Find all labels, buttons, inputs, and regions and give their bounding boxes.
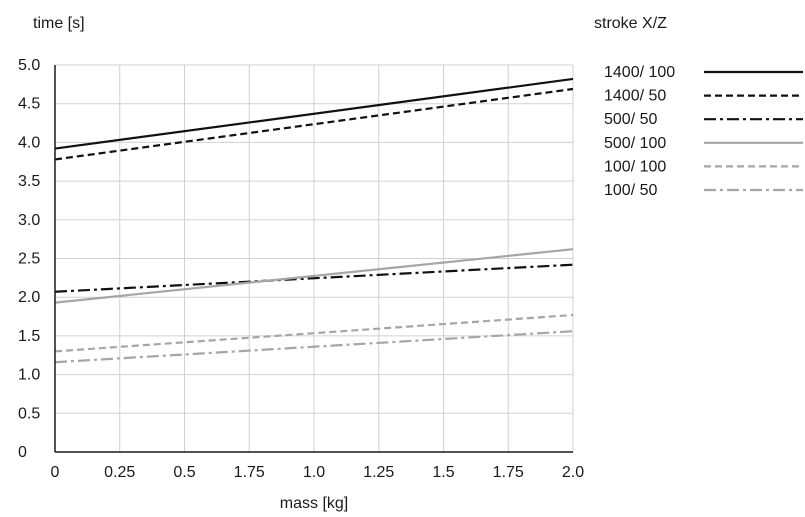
y-tick-label: 1.5: [18, 328, 40, 345]
legend-label: 100/ 50: [604, 182, 657, 199]
x-tick-label: 1.75: [493, 464, 524, 481]
legend-label: 500/ 100: [604, 135, 666, 152]
y-tick-label: 2.5: [18, 251, 40, 268]
legend: stroke X/Z 1400/ 100 1400/ 50 500/ 50 500/ 1…: [594, 15, 803, 199]
series-line-500-100: [54, 248, 574, 304]
y-tick-label: 2.0: [18, 289, 40, 306]
y-tick-label: 3.5: [18, 173, 40, 190]
x-tick-label: 0.25: [104, 464, 135, 481]
axes: 0 0.5 1.0 1.5 2.0 2.5 3.0 3.5 4.0 4.5 5.0 0 0.25 0.5 1…: [18, 15, 584, 512]
series-line-100-100: [54, 313, 574, 353]
series-line-1400-50: [54, 87, 574, 161]
x-tick-label: 0.5: [173, 464, 195, 481]
grid: [55, 64, 574, 452]
x-tick-label: 1.75: [234, 464, 265, 481]
y-axis-label: time [s]: [33, 15, 85, 32]
legend-label: 1400/ 100: [604, 64, 675, 81]
y-tick-label: 1.0: [18, 367, 40, 384]
y-tick-label: 5.0: [18, 57, 40, 74]
legend-label: 100/ 100: [604, 158, 666, 175]
series-line-1400-100: [54, 77, 574, 150]
x-axis-label: mass [kg]: [280, 495, 348, 512]
legend-label: 1400/ 50: [604, 88, 666, 105]
series-lines: [54, 77, 574, 364]
legend-label: 500/ 50: [604, 111, 657, 128]
y-tick-label: 0: [18, 444, 27, 461]
y-tick-label: 3.0: [18, 212, 40, 229]
series-line-500-50: [54, 263, 574, 293]
x-tick-label: 1.25: [363, 464, 394, 481]
x-tick-label: 1.5: [432, 464, 454, 481]
y-tick-label: 0.5: [18, 405, 40, 422]
y-tick-label: 4.5: [18, 96, 40, 113]
x-tick-label: 0: [51, 464, 60, 481]
x-tick-label: 1.0: [303, 464, 325, 481]
y-tick-label: 4.0: [18, 134, 40, 151]
legend-title: stroke X/Z: [594, 15, 667, 32]
series-line-100-50: [54, 330, 574, 364]
x-tick-label: 2.0: [562, 464, 584, 481]
